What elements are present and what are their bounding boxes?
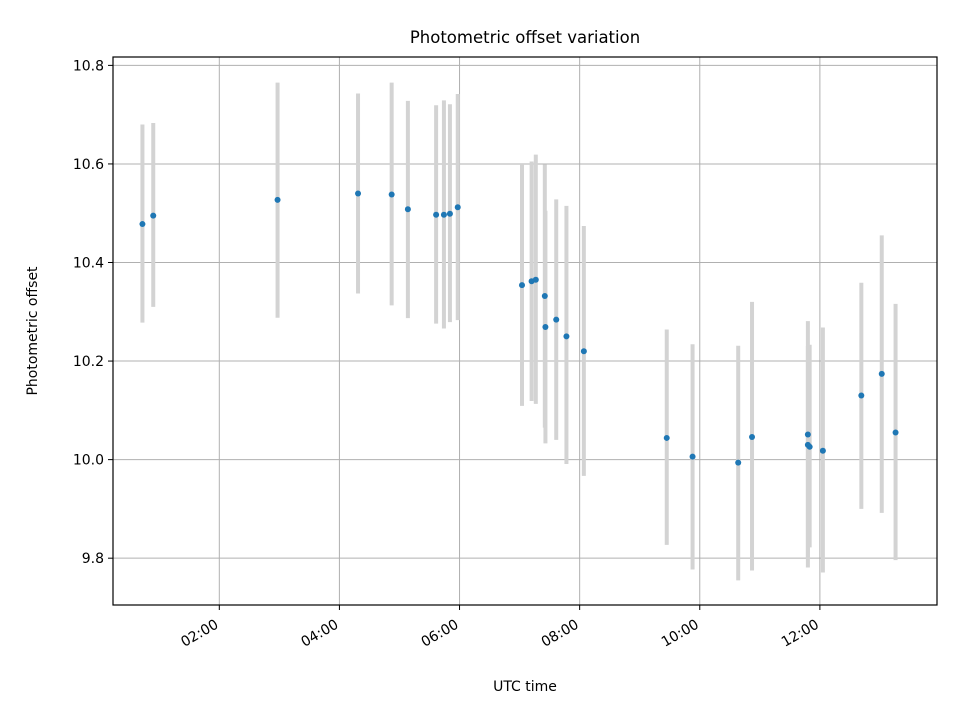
data-point xyxy=(749,433,756,440)
data-point xyxy=(878,370,885,377)
data-point xyxy=(689,453,696,460)
y-tick-label: 9.8 xyxy=(82,551,104,567)
data-points xyxy=(139,190,899,466)
data-point xyxy=(541,293,548,300)
data-point xyxy=(563,333,570,340)
x-axis-label: UTC time xyxy=(493,679,557,695)
data-point xyxy=(892,429,899,436)
data-point xyxy=(404,206,411,213)
data-point xyxy=(518,282,525,289)
data-point xyxy=(553,316,560,323)
y-tick-label: 10.2 xyxy=(73,354,104,370)
data-point xyxy=(532,276,539,283)
plot-frame xyxy=(112,56,938,606)
data-point xyxy=(388,191,395,198)
data-point xyxy=(139,221,146,228)
y-tick-label: 10.4 xyxy=(73,256,104,272)
data-point xyxy=(433,211,440,218)
y-tick-label: 10.0 xyxy=(73,453,104,469)
data-point xyxy=(440,211,447,218)
data-point xyxy=(274,196,281,203)
y-tick-label: 10.8 xyxy=(73,58,104,74)
data-point xyxy=(858,392,865,399)
data-point xyxy=(663,434,670,441)
data-point xyxy=(806,443,813,450)
y-axis-label: Photometric offset xyxy=(25,266,41,396)
data-point xyxy=(580,348,587,355)
data-point xyxy=(819,447,826,454)
data-point xyxy=(542,324,549,331)
y-tick-label: 10.6 xyxy=(73,157,104,173)
data-point xyxy=(150,212,157,219)
y-axis-ticks: 9.8 10.0 10.2 10.4 10.6 10.8 xyxy=(73,58,113,567)
data-point xyxy=(735,459,742,466)
chart-title: Photometric offset variation xyxy=(410,28,640,47)
data-point xyxy=(446,210,453,217)
data-point xyxy=(355,190,362,197)
data-point xyxy=(454,204,461,211)
data-point xyxy=(804,431,811,438)
